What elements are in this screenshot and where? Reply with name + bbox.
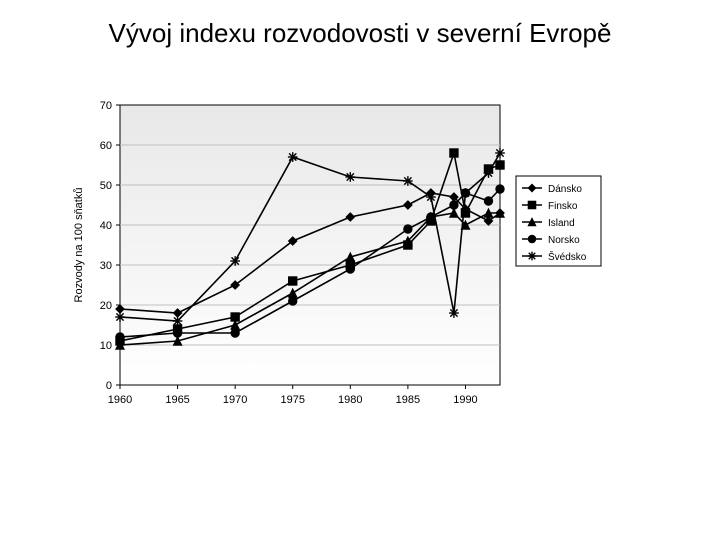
svg-text:Rozvody na 100 sňatků: Rozvody na 100 sňatků — [73, 188, 85, 303]
svg-text:60: 60 — [100, 140, 112, 152]
svg-text:1970: 1970 — [223, 394, 247, 406]
svg-text:10: 10 — [100, 340, 112, 352]
svg-text:1975: 1975 — [280, 394, 304, 406]
svg-text:Dánsko: Dánsko — [548, 184, 582, 195]
svg-text:1985: 1985 — [396, 394, 420, 406]
page-title: Vývoj indexu rozvodovosti v severní Evro… — [0, 18, 720, 49]
svg-text:40: 40 — [100, 220, 112, 232]
svg-text:1965: 1965 — [165, 394, 189, 406]
chart-area: 0 10 20 30 40 50 60 70 1960 1965 1970 1975 1980 1985 1… — [60, 90, 660, 450]
svg-text:1990: 1990 — [453, 394, 477, 406]
svg-text:1980: 1980 — [338, 394, 362, 406]
svg-text:Norsko: Norsko — [548, 235, 580, 246]
svg-text:1960: 1960 — [108, 394, 132, 406]
svg-text:50: 50 — [100, 180, 112, 192]
svg-text:70: 70 — [100, 100, 112, 112]
svg-text:Finsko: Finsko — [548, 201, 578, 212]
svg-text:Švédsko: Švédsko — [548, 250, 587, 263]
svg-text:Island: Island — [548, 218, 575, 229]
svg-text:20: 20 — [100, 300, 112, 312]
svg-text:30: 30 — [100, 260, 112, 272]
svg-text:0: 0 — [106, 380, 112, 392]
line-chart: 0 10 20 30 40 50 60 70 1960 1965 1970 1975 1980 1985 1… — [60, 90, 660, 450]
